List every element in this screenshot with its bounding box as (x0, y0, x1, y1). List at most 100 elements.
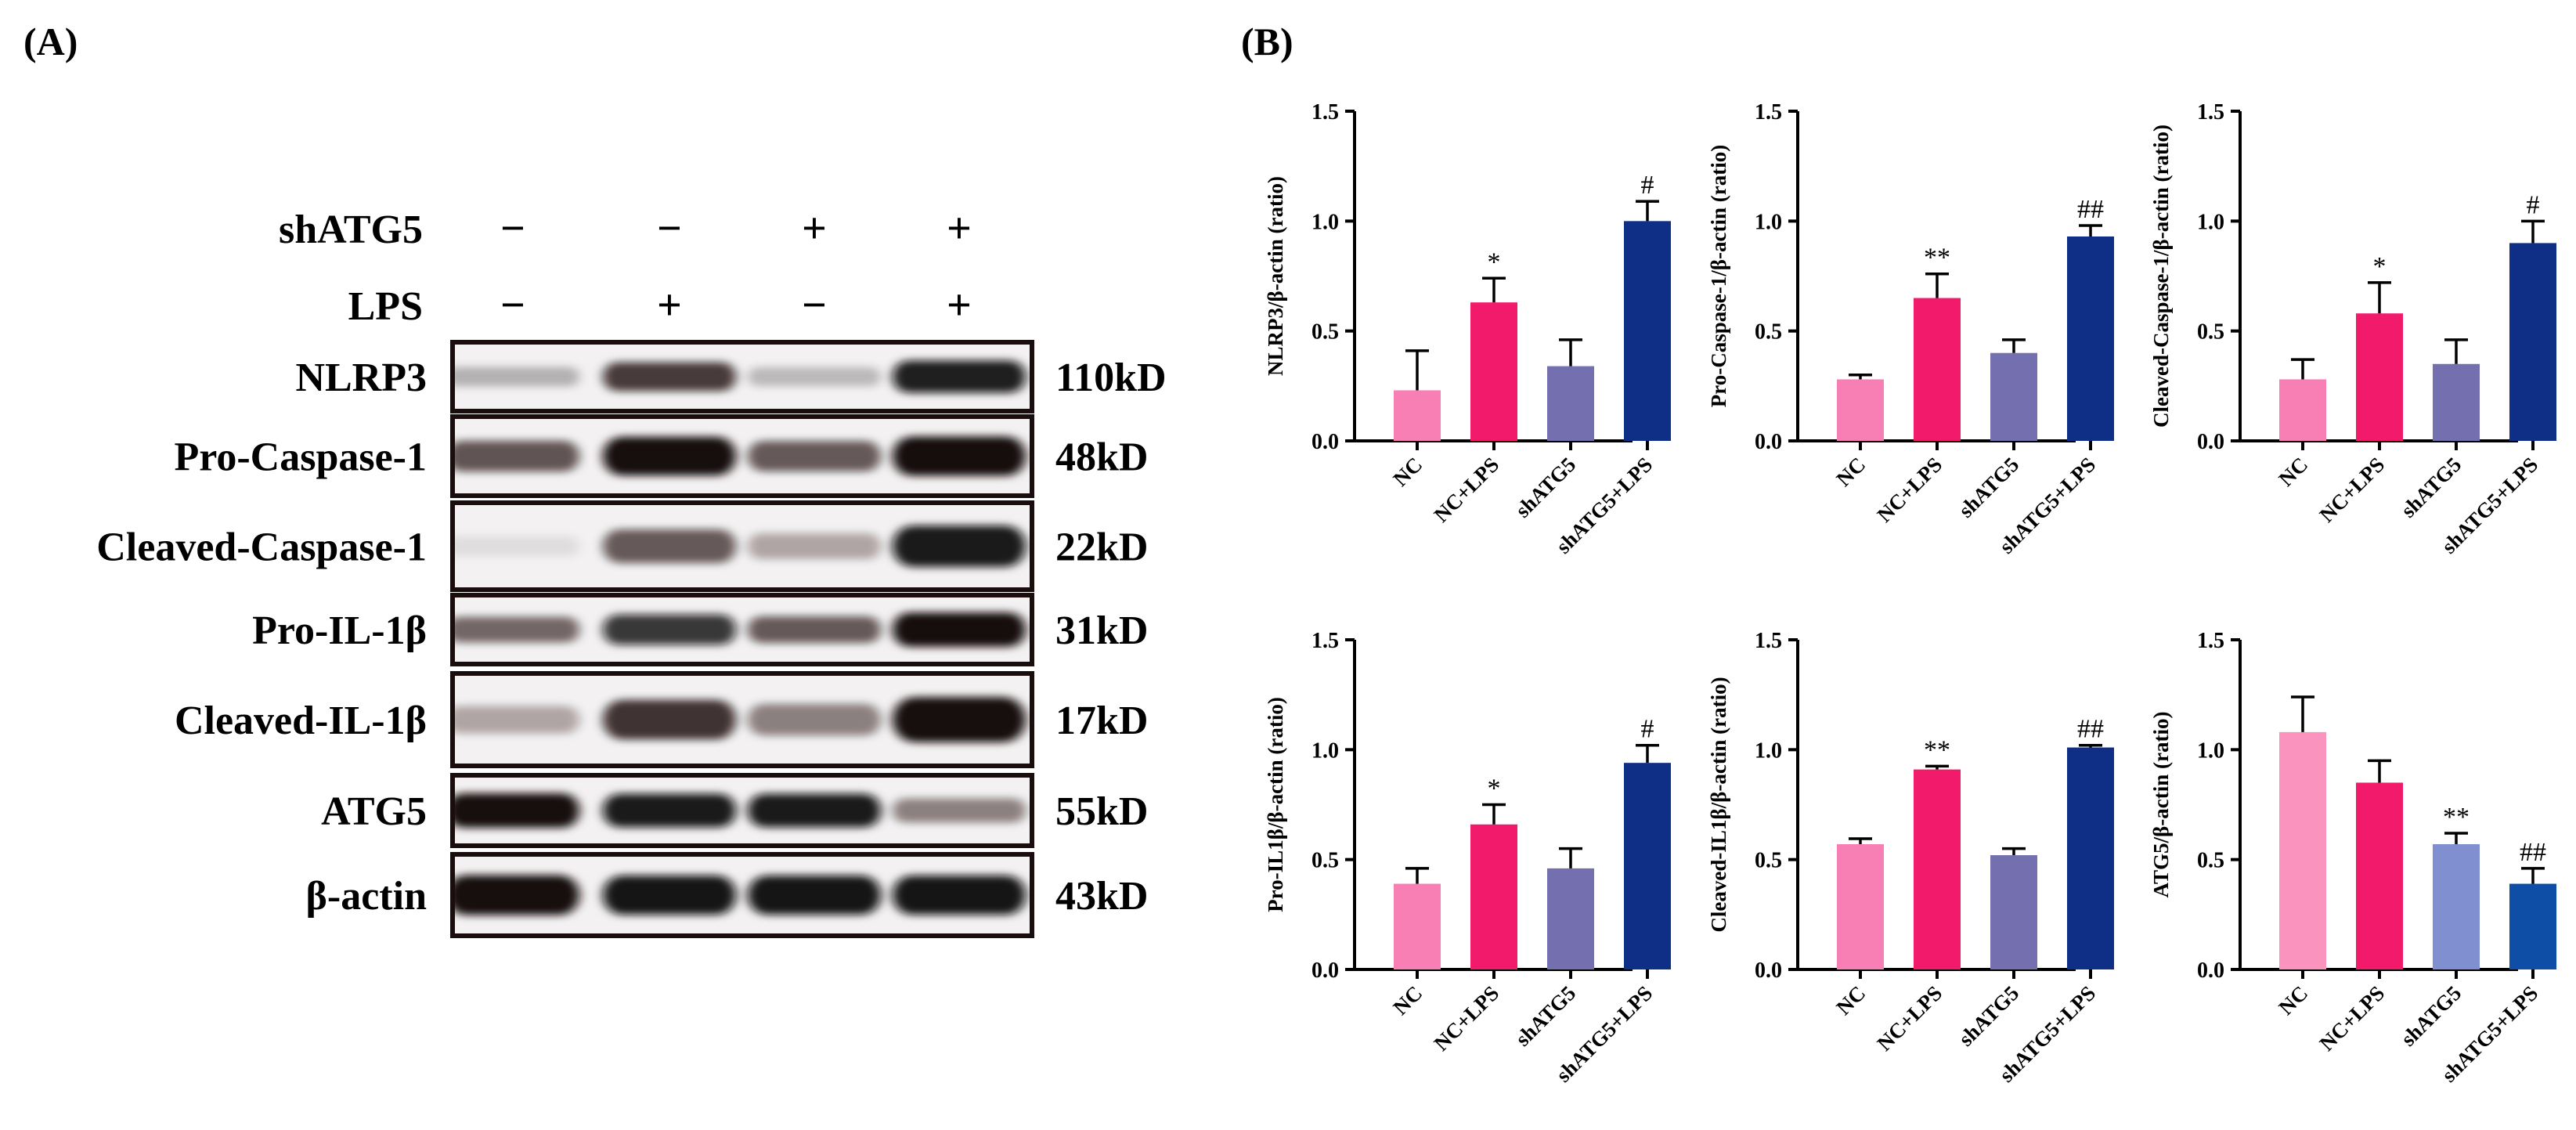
y-tick-label: 0.0 (1311, 959, 1339, 983)
bar (1547, 868, 1594, 969)
protein-label: β-actin (306, 874, 428, 919)
x-tick-label: shATG5 (2396, 453, 2466, 522)
bar (1470, 302, 1517, 441)
bar-chart-5: 0.0 0.5 1.0 1.5 Cleaved-IL1β/β-actin (ratio)… (1707, 629, 2114, 1087)
protein-label: NLRP3 (295, 356, 427, 400)
blot-band (748, 875, 881, 915)
significance-marker: ** (1924, 735, 1950, 764)
y-axis-label: Pro-IL1β/β-actin (ratio) (1264, 697, 1287, 912)
x-tick-label: NC (1388, 453, 1427, 491)
panel-a-western-blot: (A) shATG5 − − + + LPS − + − + NLRP3 110kD Pro-Caspas… (0, 0, 1221, 1126)
panel-b-label: (B) (1241, 20, 1293, 63)
x-tick-label: shATG5 (2396, 981, 2466, 1051)
condition-label-0: shATG5 (279, 208, 423, 252)
y-tick-label: 1.5 (1755, 100, 1782, 125)
condition-sign: + (802, 204, 827, 253)
blot-band (455, 706, 579, 734)
significance-marker: ## (2077, 195, 2104, 224)
condition-sign: − (802, 281, 827, 330)
molecular-weight-label: 43kD (1055, 874, 1148, 919)
panel-a-label: (A) (23, 20, 78, 63)
bar (1394, 390, 1441, 441)
y-tick-label: 0.5 (1755, 849, 1782, 873)
condition-sign: + (947, 204, 972, 253)
x-tick-label: NC+LPS (2315, 981, 2390, 1056)
blot-band (603, 614, 736, 645)
y-tick-label: 0.0 (2197, 430, 2224, 454)
blot-band (893, 875, 1026, 915)
significance-marker: # (1641, 715, 1654, 744)
bar-chart-6: 0.0 0.5 1.0 1.5 ATG5/β-actin (ratio) NC NC+LPS… (2149, 629, 2556, 1087)
bar (2433, 363, 2480, 441)
y-tick-label: 1.5 (2197, 629, 2224, 653)
x-tick-label: NC (1831, 981, 1870, 1020)
bar (1914, 769, 1961, 969)
molecular-weight-label: 110kD (1055, 356, 1167, 400)
bar-chart-1: 0.0 0.5 1.0 1.5 NLRP3/β-actin (ratio) NC * NC+L… (1264, 100, 1671, 558)
x-tick-label: NC (2274, 453, 2312, 491)
blot-row: ATG5 55kD (321, 773, 1148, 848)
condition-sign: − (500, 204, 525, 253)
y-tick-label: 1.5 (1755, 629, 1782, 653)
y-axis-label: Cleaved-IL1β/β-actin (ratio) (1707, 677, 1730, 932)
blot-row: Cleaved-Caspase-1 22kD (96, 500, 1148, 592)
blot-band (455, 875, 579, 915)
bar-chart-3: 0.0 0.5 1.0 1.5 Cleaved-Caspase-1/β-actin (r… (2149, 100, 2556, 558)
bar (2067, 747, 2114, 969)
y-tick-label: 1.0 (2197, 738, 2224, 763)
protein-label: Cleaved-Caspase-1 (96, 525, 427, 570)
x-tick-label: shATG5 (1510, 453, 1580, 522)
y-tick-label: 0.5 (2197, 320, 2224, 345)
protein-label: Pro-IL-1β (252, 608, 427, 653)
y-axis-label: Pro-Caspase-1/β-actin (ratio) (1707, 145, 1730, 407)
bar (2509, 243, 2556, 441)
y-tick-label: 1.5 (1311, 629, 1339, 653)
significance-marker: * (1488, 247, 1501, 276)
significance-marker: * (2373, 252, 2387, 281)
protein-label: Cleaved-IL-1β (175, 699, 427, 743)
y-axis-label: Cleaved-Caspase-1/β-actin (ratio) (2149, 125, 2173, 428)
y-tick-label: 1.0 (2197, 210, 2224, 234)
significance-marker: # (1641, 171, 1654, 200)
blot-row: β-actin 43kD (306, 852, 1148, 938)
bar (2356, 313, 2403, 441)
bar (1837, 379, 1884, 441)
y-tick-label: 0.5 (1311, 849, 1339, 873)
bar (1990, 855, 2037, 969)
condition-label-1: LPS (348, 284, 423, 329)
significance-marker: ** (2443, 803, 2470, 832)
bar (1914, 298, 1961, 441)
y-tick-label: 0.0 (1311, 430, 1339, 454)
y-tick-label: 0.0 (1755, 430, 1782, 454)
bar (1624, 763, 1671, 969)
y-tick-label: 0.5 (2197, 849, 2224, 873)
bar (2433, 844, 2480, 969)
condition-sign: − (500, 281, 525, 330)
western-blot-figure: (A) shATG5 − − + + LPS − + − + NLRP3 110kD Pro-Caspas… (23, 20, 1167, 938)
x-tick-label: NC (1388, 981, 1427, 1020)
bar (2067, 236, 2114, 441)
significance-marker: * (1488, 774, 1501, 803)
y-tick-label: 1.0 (1311, 210, 1339, 234)
blot-band (603, 436, 736, 476)
blot-row: Cleaved-IL-1β 17kD (175, 671, 1148, 768)
y-axis-label: NLRP3/β-actin (ratio) (1264, 176, 1287, 376)
y-tick-label: 1.5 (2197, 100, 2224, 125)
blot-band (455, 440, 579, 472)
blot-band (455, 366, 579, 387)
blot-band (893, 360, 1026, 393)
bar (2279, 379, 2326, 441)
y-tick-label: 0.0 (2197, 959, 2224, 983)
molecular-weight-label: 22kD (1055, 525, 1148, 570)
bar-chart-2: 0.0 0.5 1.0 1.5 Pro-Caspase-1/β-actin (ratio… (1707, 100, 2114, 558)
molecular-weight-label: 31kD (1055, 608, 1148, 653)
x-tick-label: NC+LPS (1430, 981, 1504, 1056)
bar (1837, 844, 1884, 969)
x-tick-label: NC (2274, 981, 2312, 1020)
blot-band (893, 436, 1026, 476)
blot-band (455, 536, 579, 557)
blot-band (893, 525, 1026, 567)
blot-band (893, 798, 1026, 823)
blot-band (603, 699, 736, 740)
y-tick-label: 1.0 (1311, 738, 1339, 763)
